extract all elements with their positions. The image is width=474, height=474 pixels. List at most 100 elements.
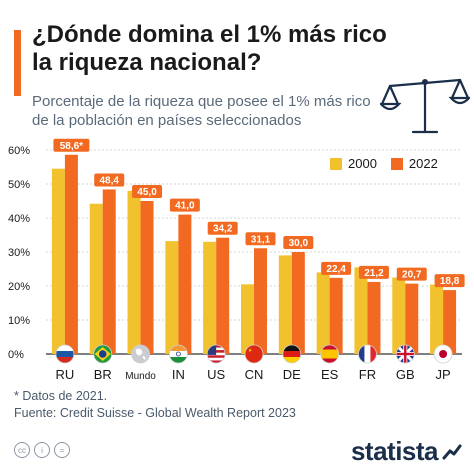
flag-outline	[395, 344, 415, 364]
bar-2022	[329, 277, 343, 354]
legend-swatch-2000	[330, 157, 342, 170]
data-label-bg	[434, 274, 465, 288]
germany-flag	[282, 344, 302, 364]
flag-outline	[282, 344, 302, 364]
flag-stripe	[320, 349, 339, 359]
y-tick-label: 50%	[8, 179, 30, 191]
flag-canton	[207, 345, 217, 355]
flag-stripe	[207, 357, 226, 361]
bar-2000	[392, 277, 406, 354]
flag-circle	[98, 350, 107, 358]
flag-fill	[396, 345, 415, 363]
bar-2000	[165, 241, 179, 354]
x-tick-label: IN	[172, 367, 185, 382]
x-tick-label: CN	[245, 367, 264, 382]
bar-chart: 0% 10% 20% 30% 40% 50% 60% 58,6* RU 48,4 BR 45,0 Mun…	[8, 138, 465, 382]
data-label: 21,2	[364, 268, 384, 279]
flag-stripe	[207, 360, 226, 363]
data-label-bg	[94, 173, 125, 187]
flag-fill	[245, 345, 263, 363]
y-tick-label: 30%	[8, 247, 30, 259]
x-tick-label: GB	[396, 367, 415, 382]
bar-2022	[405, 283, 419, 354]
flag-fill	[282, 345, 301, 363]
legend-item-2022: 2022	[390, 156, 438, 171]
flag-stripe	[245, 345, 263, 363]
data-label: 45,0	[137, 187, 157, 198]
bar-2022	[254, 248, 267, 354]
footer: cc i = statista	[0, 430, 474, 474]
bar-2022	[178, 214, 192, 354]
bar-2000	[89, 203, 103, 354]
flag-stripe	[55, 357, 74, 363]
data-label-bg	[321, 261, 352, 275]
bar-2022	[216, 237, 230, 354]
world-globe	[131, 344, 150, 364]
creative-commons-icon[interactable]: cc	[14, 442, 30, 458]
bar-2000	[430, 284, 444, 354]
flag-sun	[439, 350, 448, 358]
bar-2022	[291, 252, 305, 354]
flag-outline	[320, 344, 340, 364]
statista-mark-icon	[442, 444, 462, 460]
data-label: 34,2	[213, 224, 233, 235]
y-tick-label: 60%	[8, 145, 30, 157]
legend-label-2022: 2022	[408, 156, 438, 171]
flag-outline	[433, 344, 453, 364]
data-label-bg	[169, 198, 200, 212]
x-tick-label: BR	[94, 367, 112, 382]
flag-stripe	[169, 351, 188, 357]
bar-2022	[443, 290, 457, 354]
footnote: * Datos de 2021. Fuente: Credit Suisse -…	[14, 388, 296, 422]
data-label-bg	[283, 236, 314, 249]
data-label-bg	[245, 232, 276, 246]
data-label: 20,7	[402, 270, 422, 281]
flag-land	[135, 348, 146, 360]
x-tick-label: RU	[56, 367, 75, 382]
flag-stripe	[370, 345, 377, 363]
statista-logo[interactable]: statista	[350, 436, 439, 466]
bar-2000	[354, 267, 368, 354]
balance-scale-icon	[380, 78, 470, 134]
legend-swatch-2022	[390, 157, 403, 170]
flag-fill	[93, 345, 112, 363]
data-label: 58,6*	[60, 141, 83, 152]
flag-outline	[55, 344, 75, 364]
bar-2022	[102, 189, 116, 354]
flag-stripe	[282, 345, 301, 351]
flag-stripe	[358, 345, 365, 363]
uk-flag	[395, 344, 415, 364]
flag-stripe	[169, 357, 188, 363]
russia-flag	[55, 344, 75, 364]
bar-2000	[51, 168, 65, 354]
data-label: 18,8	[440, 276, 460, 287]
data-label: 41,0	[175, 201, 195, 212]
y-tick-label: 40%	[8, 213, 30, 225]
flag-fill	[434, 345, 453, 363]
usa-flag	[206, 344, 226, 364]
india-flag	[168, 344, 188, 364]
flag-outline	[244, 344, 264, 364]
flag-fill	[169, 345, 188, 363]
no-derivatives-icon[interactable]: =	[54, 442, 70, 458]
x-tick-label: FR	[359, 367, 376, 382]
y-tick-label: 10%	[8, 315, 30, 327]
x-tick-label: JP	[436, 367, 451, 382]
data-label: 30,0	[289, 238, 309, 249]
bar-2022	[367, 281, 381, 354]
brazil-flag	[93, 344, 113, 364]
legend-item-2000: 2000	[330, 156, 377, 171]
flag-stripe	[207, 355, 226, 358]
flag-outline	[131, 344, 150, 364]
data-label-bg	[358, 265, 389, 279]
x-tick-label: US	[207, 367, 225, 382]
flag-star	[248, 348, 252, 352]
title-accent-bar	[14, 30, 21, 96]
flag-outline	[93, 344, 113, 364]
attribution-icon[interactable]: i	[34, 442, 50, 458]
flag-outline	[168, 344, 188, 364]
data-label: 31,1	[251, 234, 271, 245]
data-label: 22,4	[326, 264, 346, 275]
flag-wheel	[175, 351, 181, 357]
flag-fill	[207, 345, 226, 363]
